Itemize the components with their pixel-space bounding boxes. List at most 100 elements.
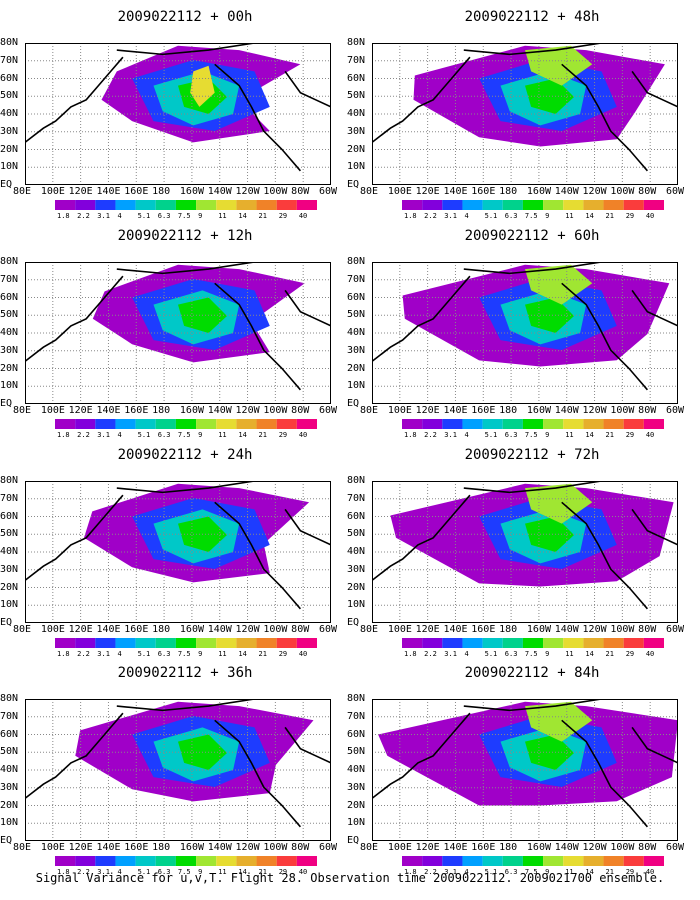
colorbar-swatch [296, 638, 317, 648]
colorbar-tick-label: 5.1 [137, 431, 151, 439]
panel-title: 2009022112 + 84h [464, 665, 600, 681]
longitude-tick-label: 120W [582, 842, 607, 853]
longitude-tick-label: 80W [638, 624, 657, 635]
coastline [284, 508, 331, 546]
latitude-tick-label: 80N [0, 475, 19, 486]
colorbar-swatch [462, 638, 483, 648]
latitude-tick-label: 80N [0, 693, 19, 704]
colorbar-tick-label: 6.3 [157, 868, 171, 876]
latitude-tick-label: 70N [0, 492, 19, 504]
colorbar-swatch [442, 856, 463, 866]
longitude-tick-label: 140W [554, 405, 579, 416]
colorbar-swatch [95, 419, 116, 429]
colorbar-tick-label: 29 [278, 650, 288, 658]
map-frame [372, 699, 678, 841]
latitude-tick-label: 30N [347, 781, 366, 793]
coastline [372, 56, 471, 144]
colorbar-tick-label: 1.8 [57, 650, 70, 658]
panel-title: 2009022112 + 48h [464, 9, 600, 25]
panel-title: 2009022112 + 36h [117, 665, 253, 681]
longitude-tick-label: 140W [207, 186, 232, 197]
coastline [372, 494, 471, 582]
colorbar-swatch [175, 856, 197, 866]
longitude-tick-label: 140E [96, 405, 121, 416]
longitude-tick-label: 120E [68, 405, 93, 416]
colorbar-swatch [643, 419, 664, 429]
colorbar-tick-label: 4 [464, 868, 469, 876]
colorbar-swatch [115, 200, 136, 210]
coastline [561, 719, 649, 828]
longitude-tick-label: 60W [319, 624, 338, 635]
coastline [25, 56, 124, 144]
colorbar-tick-label: 1.8 [57, 868, 70, 876]
coastline [284, 70, 331, 108]
latitude-tick-label: EQ [0, 398, 13, 409]
colorbar-tick-label: 11 [218, 212, 227, 220]
colorbar-tick-label: 3.1 [97, 868, 110, 876]
colorbar-tick-label: 2.2 [77, 212, 90, 220]
colorbar-tick-label: 11 [218, 868, 227, 876]
coastline [372, 712, 471, 800]
panel-title: 2009022112 + 24h [117, 447, 253, 463]
coastline [463, 481, 602, 494]
longitude-tick-label: 160E [124, 405, 149, 416]
colorbar-swatch [502, 638, 523, 648]
colorbar-swatch [442, 419, 463, 429]
colorbar-tick-label: 2.2 [77, 431, 90, 439]
colorbar-tick-label: 7.5 [524, 431, 538, 439]
longitude-tick-label: 120E [415, 186, 440, 197]
colorbar-tick-label: 3.1 [444, 212, 457, 220]
variance-map [372, 43, 678, 185]
longitude-tick-label: 160W [179, 186, 204, 197]
longitude-tick-label: 160E [471, 842, 496, 853]
variance-map [25, 262, 331, 404]
coastline [463, 262, 602, 275]
colorbar-swatch [422, 638, 443, 648]
longitude-tick-label: 120E [68, 624, 93, 635]
latitude-tick-label: EQ [0, 617, 13, 628]
latitude-tick-label: 20N [0, 799, 19, 811]
colorbar-swatch [95, 200, 116, 210]
longitude-tick-label: 80W [638, 405, 657, 416]
colorbar-tick-label: 11 [565, 868, 574, 876]
colorbar-tick-label: 5.1 [137, 650, 151, 658]
latitude-tick-label: 60N [347, 728, 366, 740]
variance-map [25, 43, 331, 185]
longitude-tick-label: 80E [360, 842, 379, 853]
latitude-tick-label: 70N [0, 54, 19, 66]
colorbar-tick-label: 9 [545, 212, 550, 220]
latitude-tick-label: 30N [0, 125, 19, 137]
longitude-tick-label: 160W [526, 405, 551, 416]
coastline [25, 494, 124, 582]
latitude-tick-label: 70N [347, 710, 366, 722]
latitude-tick-label: 20N [0, 143, 19, 155]
colorbar-tick-label: 2.2 [424, 212, 437, 220]
colorbar-swatch [296, 856, 317, 866]
coastline [116, 262, 255, 275]
latitude-tick-label: 80N [0, 256, 19, 267]
colorbar [55, 419, 317, 429]
colorbar-tick-label: 6.3 [157, 431, 171, 439]
figure-caption: Signal Variance for u,v,T. Flight 28. Ob… [35, 871, 665, 885]
longitude-tick-label: 100W [610, 405, 635, 416]
colorbar-swatch [543, 856, 564, 866]
longitude-tick-label: 180 [499, 624, 518, 635]
colorbar-tick-label: 9 [198, 212, 203, 220]
colorbar-tick-label: 40 [645, 212, 655, 220]
longitude-tick-label: 160E [471, 624, 496, 635]
colorbar-tick-label: 7.5 [524, 212, 538, 220]
latitude-tick-label: 60N [347, 291, 366, 303]
colorbar-swatch [135, 856, 156, 866]
colorbar-swatch [196, 419, 217, 429]
colorbar-swatch [482, 856, 503, 866]
latitude-tick-label: 40N [0, 546, 19, 557]
latitude-tick-label: 10N [347, 599, 366, 611]
colorbar-tick-label: 3.1 [97, 650, 110, 658]
latitude-tick-label: 70N [347, 492, 366, 504]
longitude-tick-label: 80E [360, 624, 379, 635]
colorbar-tick-label: 7.5 [177, 212, 191, 220]
latitude-tick-label: 20N [0, 362, 19, 374]
colorbar-tick-label: 29 [278, 431, 288, 439]
colorbar-tick-label: 5.1 [137, 868, 151, 876]
colorbar-tick-label: 40 [645, 650, 655, 658]
